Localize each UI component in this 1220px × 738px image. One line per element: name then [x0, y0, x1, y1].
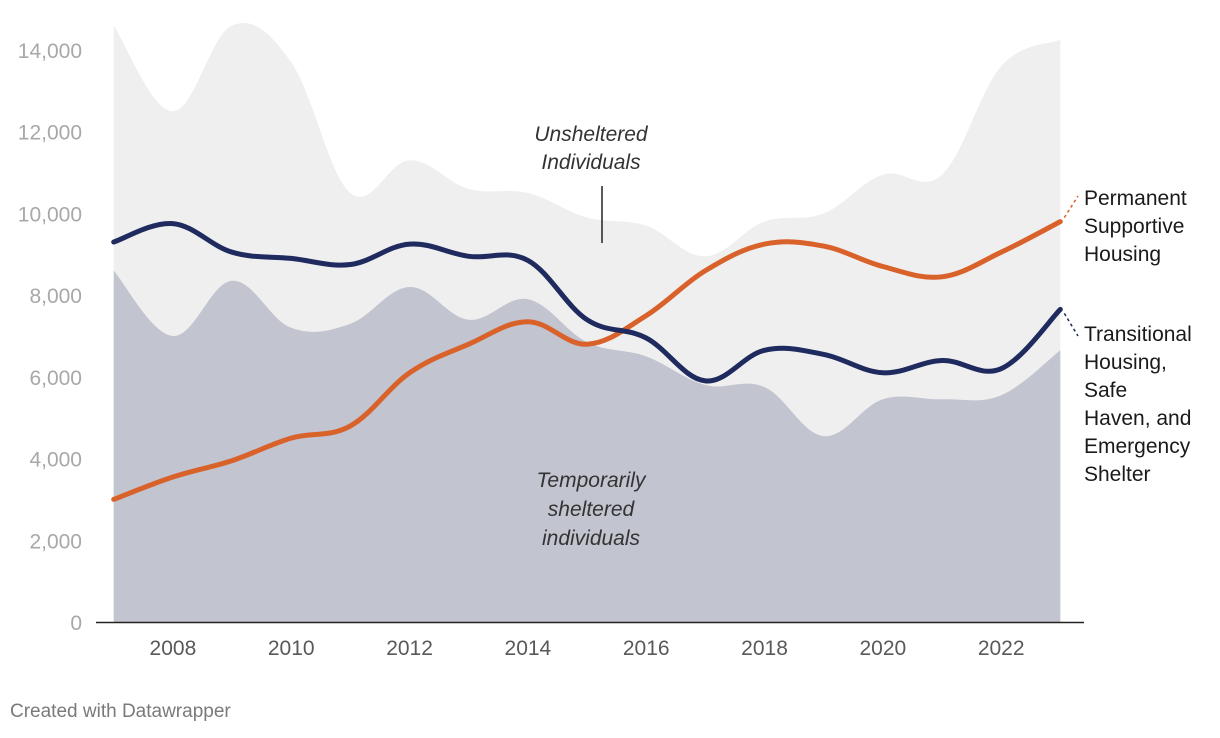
y-tick-label: 6,000 [29, 367, 82, 390]
annotation-unsheltered: Individuals [541, 151, 641, 174]
label-permanent-supportive-housing: Housing [1084, 243, 1161, 266]
x-tick-label: 2022 [978, 637, 1025, 660]
label-transitional-housing: Safe [1084, 379, 1127, 402]
annotation-sheltered: sheltered [548, 498, 636, 521]
label-transitional-housing: Housing, [1084, 351, 1167, 374]
x-tick-label: 2014 [505, 637, 552, 660]
label-transitional-housing: Emergency [1084, 435, 1191, 458]
x-tick-label: 2018 [741, 637, 788, 660]
y-tick-label: 2,000 [29, 530, 82, 553]
annotation-sheltered: individuals [542, 527, 641, 550]
y-tick-label: 10,000 [18, 203, 82, 226]
y-tick-label: 0 [70, 612, 82, 635]
annotation-unsheltered: Unsheltered [534, 123, 649, 146]
chart: 02,0004,0006,0008,00010,00012,00014,000 … [0, 0, 1220, 738]
label-transitional-housing: Shelter [1084, 463, 1151, 486]
annotation-sheltered: Temporarily [537, 469, 647, 492]
x-tick-label: 2016 [623, 637, 670, 660]
x-axis-labels: 2008 2010 2012 2014 2016 2018 2020 2022 [150, 637, 1025, 660]
credit-text: Created with Datawrapper [10, 701, 231, 723]
label-permanent-supportive-housing: Supportive [1084, 215, 1184, 238]
x-tick-label: 2008 [150, 637, 197, 660]
y-tick-label: 8,000 [29, 285, 82, 308]
x-tick-label: 2020 [859, 637, 906, 660]
x-tick-label: 2010 [268, 637, 315, 660]
series-labels: Permanent Supportive Housing Transitional Ho… [1064, 187, 1191, 486]
x-tick-label: 2012 [386, 637, 433, 660]
label-transitional-housing: Haven, and [1084, 407, 1191, 430]
y-tick-label: 14,000 [18, 40, 82, 63]
label-permanent-supportive-housing: Permanent [1084, 187, 1187, 210]
label-connector-psh [1064, 196, 1078, 218]
label-connector-transitional [1064, 313, 1078, 336]
y-tick-label: 4,000 [29, 449, 82, 472]
label-transitional-housing: Transitional [1084, 323, 1192, 346]
y-axis-labels: 0 2,000 4,000 6,000 8,000 10,000 12,000 14,000 [18, 40, 82, 635]
y-tick-label: 12,000 [18, 122, 82, 145]
